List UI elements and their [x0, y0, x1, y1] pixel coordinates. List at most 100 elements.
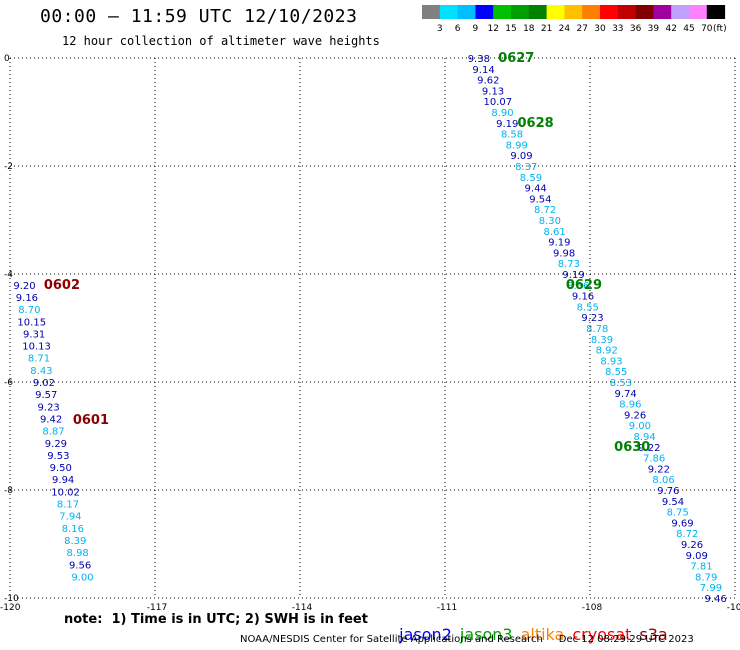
colorbar-label: 27 — [576, 24, 587, 34]
colorbar-swatch — [635, 5, 654, 19]
wave-height-label: 9.76 — [657, 486, 679, 497]
colorbar-unit: (ft) — [713, 24, 727, 34]
colorbar: 3 6 9 12 15 18 21 24 27 30 33 36 39 42 45 70 (ft) — [422, 5, 727, 34]
wave-height-label: 8.94 — [633, 432, 655, 443]
wave-height-label: 9.22 — [638, 443, 660, 454]
wave-height-label: 8.71 — [28, 354, 50, 365]
colorbar-label: 42 — [665, 24, 676, 34]
credit-line: NOAA/NESDIS Center for Satellite Applica… — [240, 634, 694, 645]
wave-height-label: 9.62 — [477, 76, 499, 87]
wave-height-label: 9.00 — [629, 421, 651, 432]
wave-height-label: 8.61 — [543, 227, 565, 238]
colorbar-label: 9 — [473, 24, 479, 34]
wave-height-label: 9.09 — [510, 151, 532, 162]
pass-id-label: 0629 — [566, 278, 602, 293]
wave-height-label: 9.38 — [468, 54, 490, 65]
wave-height-label: 9.23 — [581, 313, 603, 324]
pass-id-label: 0630 — [614, 440, 650, 455]
wave-height-label: 9.69 — [671, 518, 693, 529]
colorbar-swatch — [511, 5, 530, 19]
wave-height-label: 8.79 — [695, 572, 717, 583]
wave-height-label: 9.94 — [52, 475, 74, 486]
wave-height-label: 9.98 — [553, 248, 575, 259]
colorbar-swatch — [706, 5, 726, 19]
wave-height-label: 8.53 — [610, 378, 632, 389]
wave-height-label: 9.02 — [33, 378, 55, 389]
colorbar-swatch — [671, 5, 690, 19]
wave-height-label: 9.42 — [40, 414, 62, 425]
legend-s3a: s3a — [639, 625, 668, 644]
y-tick-label: 0 — [4, 54, 10, 64]
wave-height-label: 10.13 — [22, 342, 51, 353]
wave-height-label: 8.73 — [558, 259, 580, 270]
wave-height-label: 8.06 — [652, 475, 674, 486]
colorbar-label: 6 — [455, 24, 461, 34]
wave-height-map: -120 -117 -114 -111 -108 -105 0 -2 -4 -6 -8 -10 9.38… — [0, 51, 740, 612]
wave-height-label: 8.59 — [520, 173, 542, 184]
colorbar-label: 39 — [648, 24, 660, 34]
wave-height-label: 8.72 — [676, 529, 698, 540]
legend-cryosat: cryosat — [572, 625, 632, 644]
wave-height-label: 9.19 — [496, 119, 518, 130]
y-tick-label: -6 — [4, 378, 13, 388]
wave-height-label: 8.93 — [600, 356, 622, 367]
colorbar-swatch — [475, 5, 494, 19]
colorbar-swatch — [689, 5, 708, 19]
wave-height-label: 9.29 — [45, 439, 67, 450]
colorbar-swatch — [617, 5, 637, 19]
pass-id-label: 0628 — [518, 116, 554, 131]
x-tick-label: -105 — [727, 603, 740, 612]
legend-altika: altika — [520, 625, 565, 644]
wave-height-label: 8.36 — [567, 281, 589, 292]
footer-note: note: 1) Time is in UTC; 2) SWH is in fe… — [64, 612, 368, 627]
colorbar-label: 24 — [559, 24, 571, 34]
wave-height-label: 10.02 — [51, 487, 80, 498]
colorbar-swatch — [600, 5, 619, 19]
pass-id-label: 0601 — [73, 413, 109, 428]
wave-height-label: 9.50 — [50, 463, 72, 474]
wave-height-label: 8.75 — [667, 508, 689, 519]
colorbar-label: 30 — [594, 24, 606, 34]
wave-height-label: 8.87 — [42, 427, 64, 438]
colorbar-label: 18 — [523, 24, 535, 34]
y-tick-label: -2 — [4, 162, 13, 172]
wave-height-label: 8.55 — [605, 367, 627, 378]
y-tick-label: -8 — [4, 486, 13, 496]
colorbar-swatch — [422, 5, 441, 19]
wave-height-label: 9.74 — [615, 389, 637, 400]
colorbar-swatch — [546, 5, 565, 19]
wave-height-label: 8.96 — [619, 400, 641, 411]
x-tick-label: -114 — [292, 603, 313, 612]
legend-jason2: jason2 — [399, 625, 452, 644]
satellite-legend: jason2 jason3 altika cryosat s3a — [389, 606, 676, 644]
page-title: 00:00 — 11:59 UTC 12/10/2023 — [40, 6, 358, 27]
wave-height-label: 9.22 — [648, 464, 670, 475]
wave-height-label: 8.90 — [491, 108, 513, 119]
wave-height-label: 9.09 — [686, 551, 708, 562]
y-tick-label: -10 — [4, 594, 19, 604]
wave-height-label: 8.30 — [539, 216, 561, 227]
colorbar-label: 70 — [701, 24, 713, 34]
y-tick-label: -4 — [4, 270, 13, 280]
wave-height-label: 9.57 — [35, 390, 57, 401]
colorbar-swatch — [582, 5, 601, 19]
colorbar-swatch — [528, 5, 548, 19]
wave-height-label: 7.94 — [59, 512, 81, 523]
wave-height-label: 8.99 — [506, 140, 528, 151]
colorbar-label: 21 — [541, 24, 552, 34]
colorbar-swatch — [564, 5, 583, 19]
page-subtitle: 12 hour collection of altimeter wave hei… — [62, 34, 380, 48]
wave-height-label: 9.13 — [482, 86, 504, 97]
wave-height-label: 9.23 — [38, 402, 60, 413]
wave-height-label: 10.07 — [483, 97, 512, 108]
wave-height-label: 8.58 — [501, 130, 523, 141]
wave-height-label: 8.43 — [30, 366, 52, 377]
wave-height-label: 8.70 — [18, 305, 40, 316]
wave-height-label: 9.44 — [525, 184, 547, 195]
wave-height-label: 9.00 — [71, 572, 93, 583]
colorbar-swatch — [439, 5, 459, 19]
wave-height-label: 9.19 — [562, 270, 584, 281]
wave-height-label: 8.39 — [591, 335, 613, 346]
wave-height-label: 8.72 — [534, 205, 556, 216]
colorbar-label: 15 — [505, 24, 516, 34]
